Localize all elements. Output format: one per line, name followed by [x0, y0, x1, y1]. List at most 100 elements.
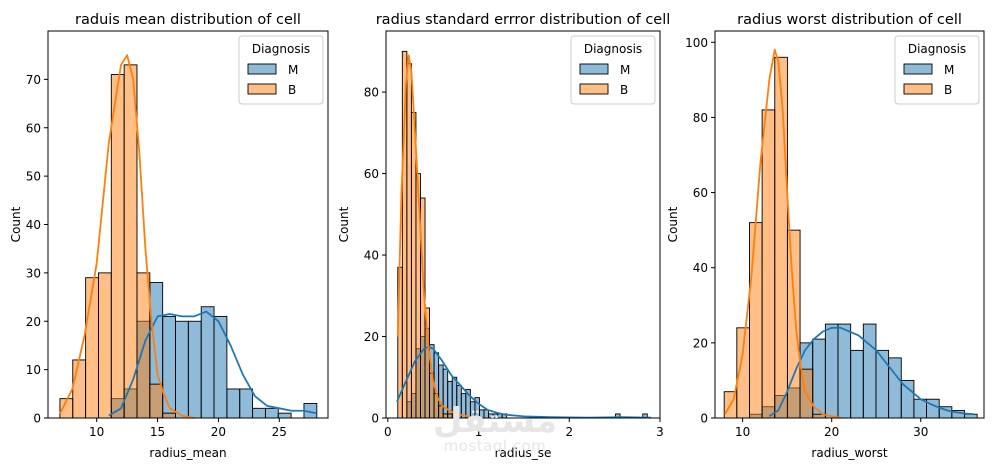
x-axis-label: radius_worst — [811, 446, 887, 460]
bar-b-5 — [123, 64, 138, 419]
y-tick-label: 60 — [693, 186, 708, 200]
bar-b-1 — [72, 359, 87, 419]
x-tick-label: 2 — [565, 425, 573, 439]
chart-title: radius standard errror distribution of c… — [376, 12, 671, 28]
y-tick-label: 20 — [364, 330, 379, 344]
legend-label-b: B — [288, 83, 296, 97]
legend-title: Diagnosis — [252, 42, 310, 56]
y-tick-label: 30 — [26, 266, 41, 280]
bar-b-2 — [749, 222, 763, 419]
bar-m-20 — [488, 413, 494, 419]
x-tick-label: 25 — [272, 425, 287, 439]
chart-title: raduis mean distribution of cell — [75, 12, 301, 28]
y-tick-label: 70 — [26, 73, 41, 87]
bar-b-10 — [442, 413, 449, 419]
y-tick-label: 10 — [26, 363, 41, 377]
y-tick-label: 20 — [693, 336, 708, 350]
legend: Diagnosis MB — [894, 35, 980, 105]
y-tick-label: 100 — [685, 36, 708, 50]
bar-m-9 — [837, 323, 852, 419]
axes-frame — [714, 30, 985, 419]
y-tick-label: 60 — [364, 167, 379, 181]
bar-m-12 — [875, 349, 890, 419]
bar-m-16 — [469, 401, 476, 419]
bar-b-3 — [761, 109, 776, 419]
legend-swatch-m — [903, 63, 933, 75]
chart-panel-2: 0 1 2 3 0 20 40 60 80 radius standard errror dist… — [337, 12, 670, 460]
x-tick-label: 0 — [384, 425, 392, 439]
bar-b-2 — [85, 277, 99, 419]
bar-m-17 — [277, 412, 292, 419]
legend: Diagnosis MB — [570, 35, 656, 105]
bar-m-13 — [226, 388, 241, 419]
bar-b-4 — [774, 56, 788, 419]
x-tick-label: 3 — [656, 425, 664, 439]
bar-b-4 — [110, 74, 125, 419]
chart-panel-1: 10 15 20 25 0 10 20 30 40 50 60 70 raduis mean distr… — [9, 12, 329, 460]
y-tick-label: 0 — [33, 412, 41, 426]
bar-m-19 — [483, 409, 489, 419]
legend-label-b: B — [944, 83, 952, 97]
bar-m-11 — [200, 306, 215, 419]
y-tick-label: 80 — [693, 111, 708, 125]
bar-m-13 — [888, 357, 902, 419]
y-axis-label: Count — [337, 206, 351, 242]
bar-m-7 — [812, 338, 826, 419]
bar-m-16 — [926, 398, 940, 419]
y-tick-label: 60 — [26, 121, 41, 135]
x-tick-label: 20 — [824, 425, 839, 439]
bar-m-14 — [239, 388, 254, 419]
bar-m-14 — [900, 379, 915, 419]
bar-m-8 — [162, 315, 176, 419]
x-tick-label: 1 — [475, 425, 483, 439]
legend-swatch-b — [247, 83, 277, 95]
chart-title: radius worst distribution of cell — [737, 12, 962, 28]
bar-m-21 — [492, 413, 499, 419]
legend-title: Diagnosis — [584, 42, 642, 56]
x-axis-label: radius_mean — [149, 446, 226, 460]
y-tick-label: 0 — [700, 412, 708, 426]
y-axis-label: Count — [666, 206, 680, 242]
bar-m-10 — [850, 349, 864, 419]
x-tick-label: 10 — [89, 425, 104, 439]
bar-b-3 — [98, 272, 112, 419]
legend-title: Diagnosis — [908, 42, 966, 56]
x-tick-label: 20 — [211, 425, 226, 439]
y-tick-label: 40 — [26, 218, 41, 232]
legend-swatch-m — [579, 63, 609, 75]
kde-line-m — [768, 326, 975, 417]
y-tick-label: 40 — [364, 249, 379, 263]
kde-line-b — [724, 48, 841, 419]
x-tick-label: 30 — [913, 425, 928, 439]
y-axis-label: Count — [9, 206, 23, 242]
legend-swatch-m — [247, 63, 277, 75]
bar-m-10 — [442, 368, 449, 419]
y-tick-label: 50 — [26, 170, 41, 184]
x-tick-label: 15 — [150, 425, 165, 439]
x-axis-label: radius_se — [495, 446, 552, 460]
kde-line-b — [59, 54, 195, 419]
bar-b-11 — [447, 413, 453, 419]
legend: Diagnosis MB — [238, 35, 324, 105]
bar-m-11 — [862, 323, 877, 419]
legend-swatch-b — [903, 83, 933, 95]
axes-frame — [385, 30, 661, 419]
x-tick-label: 10 — [735, 425, 750, 439]
chart-panel-3: 10 20 30 0 20 40 60 80 100 radius worst distribut… — [666, 12, 985, 460]
y-tick-label: 20 — [26, 315, 41, 329]
bar-b-7 — [149, 383, 164, 419]
legend-label-m: M — [620, 63, 630, 77]
kde-line-b — [396, 54, 470, 418]
bar-m-18 — [479, 409, 485, 419]
y-tick-label: 40 — [693, 261, 708, 275]
y-tick-label: 80 — [364, 86, 379, 100]
legend-label-m: M — [944, 63, 954, 77]
bar-m-15 — [252, 407, 266, 419]
bar-m-12 — [213, 315, 228, 419]
legend-swatch-b — [579, 83, 609, 95]
bar-m-10 — [187, 320, 202, 419]
bar-b-3 — [410, 112, 417, 419]
bar-m-9 — [175, 320, 189, 419]
bar-m-16 — [264, 407, 279, 419]
bar-b-2 — [406, 63, 412, 419]
